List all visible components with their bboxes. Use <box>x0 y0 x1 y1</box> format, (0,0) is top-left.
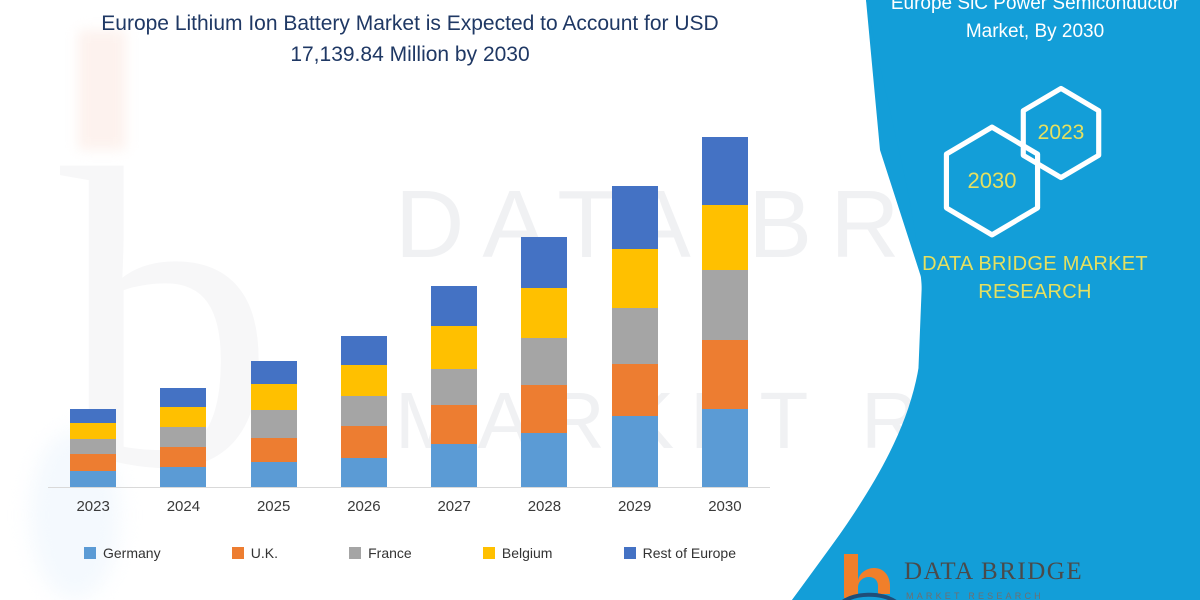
bar-segment-france-2024[interactable] <box>160 427 207 447</box>
bar-column-2023[interactable] <box>70 409 117 487</box>
bar-segment-u-k--2023[interactable] <box>70 454 117 471</box>
chart-x-axis-labels: 2023 2024 2025 2026 2027 2028 2029 2030 <box>48 498 770 524</box>
bar-segment-rest-of-europe-2023[interactable] <box>70 409 117 423</box>
x-axis-label-2025: 2025 <box>256 498 291 515</box>
bar-segment-rest-of-europe-2027[interactable] <box>431 286 478 326</box>
x-axis-label-2029: 2029 <box>617 498 652 515</box>
bar-column-2029[interactable] <box>611 186 658 487</box>
bar-segment-belgium-2026[interactable] <box>340 365 387 396</box>
bar-segment-rest-of-europe-2025[interactable] <box>250 361 297 384</box>
bar-segment-rest-of-europe-2029[interactable] <box>611 186 658 249</box>
legend-label-belgium: Belgium <box>501 545 553 561</box>
bar-segment-rest-of-europe-2030[interactable] <box>701 137 748 205</box>
bar-column-2028[interactable] <box>521 237 568 487</box>
bar-segment-belgium-2023[interactable] <box>70 423 117 439</box>
legend-item-u-k-[interactable]: U.K. <box>231 545 278 561</box>
legend-swatch-belgium <box>482 547 495 559</box>
bar-segment-u-k--2029[interactable] <box>611 364 658 416</box>
bar-segment-belgium-2025[interactable] <box>250 384 297 410</box>
bar-segment-germany-2027[interactable] <box>431 444 478 487</box>
legend-label-u-k-: U.K. <box>250 545 278 561</box>
bar-column-2025[interactable] <box>250 361 297 487</box>
bar-segment-germany-2030[interactable] <box>701 409 748 487</box>
bar-segment-u-k--2028[interactable] <box>521 385 568 433</box>
x-axis-label-2023: 2023 <box>76 498 110 515</box>
legend-swatch-rest-of-europe <box>623 547 636 559</box>
brand-name: DATA BRIDGE MARKET RESEARCH <box>922 253 1148 303</box>
bar-segment-belgium-2030[interactable] <box>701 205 748 270</box>
x-axis-label-2030: 2030 <box>708 498 742 515</box>
logo-subtitle: MARKET RESEARCH <box>906 591 1044 600</box>
bar-column-2024[interactable] <box>160 388 207 487</box>
panel-title: Europe SiC Power Semiconductor Market, B… <box>890 0 1180 42</box>
bar-segment-belgium-2028[interactable] <box>521 288 568 338</box>
x-axis-label-2026: 2026 <box>347 498 381 515</box>
bar-segment-u-k--2025[interactable] <box>250 438 297 462</box>
bar-segment-germany-2028[interactable] <box>521 433 568 487</box>
x-axis-label-2024: 2024 <box>166 498 201 515</box>
bar-segment-rest-of-europe-2028[interactable] <box>521 237 568 288</box>
chart-legend: Germany U.K. France Belgium Rest of Europe <box>60 540 760 566</box>
x-axis-label-2028: 2028 <box>527 498 562 515</box>
legend-swatch-u-k- <box>231 547 244 559</box>
bar-column-2027[interactable] <box>431 286 478 487</box>
legend-label-rest-of-europe: Rest of Europe <box>642 545 736 561</box>
legend-label-france: France <box>368 545 412 561</box>
bar-segment-france-2025[interactable] <box>250 410 297 438</box>
bar-segment-france-2023[interactable] <box>70 439 117 454</box>
bar-segment-u-k--2024[interactable] <box>160 447 207 467</box>
bar-segment-france-2029[interactable] <box>611 308 658 364</box>
bar-segment-france-2028[interactable] <box>521 338 568 385</box>
hexagon-badges: 2030 2023 <box>915 85 1145 238</box>
hexagon-label-2030: 2030 <box>967 168 1017 193</box>
bar-segment-germany-2023[interactable] <box>70 471 117 487</box>
bar-segment-u-k--2026[interactable] <box>340 426 387 458</box>
legend-swatch-germany <box>84 547 96 559</box>
bar-segment-germany-2026[interactable] <box>340 458 387 487</box>
legend-item-belgium[interactable]: Belgium <box>482 545 553 561</box>
data-bridge-b-logo-icon <box>842 554 897 600</box>
chart-axis-line <box>48 487 770 488</box>
hexagon-outline-icon <box>943 124 1041 238</box>
bar-segment-germany-2024[interactable] <box>160 467 207 487</box>
bar-segment-france-2027[interactable] <box>431 369 478 405</box>
legend-item-france[interactable]: France <box>349 545 412 561</box>
stacked-bar-chart <box>48 100 770 487</box>
company-logo: DATA BRIDGE MARKET RESEARCH <box>838 548 1168 600</box>
bar-segment-rest-of-europe-2026[interactable] <box>340 336 387 365</box>
bar-column-2030[interactable] <box>701 137 748 487</box>
hexagon-badge-2023: 2023 <box>1015 85 1107 181</box>
hexagon-label-2023: 2023 <box>1037 121 1085 144</box>
bar-segment-france-2026[interactable] <box>340 396 387 426</box>
bar-segment-belgium-2029[interactable] <box>611 249 658 308</box>
bar-segment-germany-2025[interactable] <box>250 462 297 487</box>
legend-item-rest-of-europe[interactable]: Rest of Europe <box>623 545 736 561</box>
bar-segment-belgium-2024[interactable] <box>160 407 207 427</box>
bar-segment-germany-2029[interactable] <box>611 416 658 487</box>
logo-wordmark: DATA BRIDGE <box>904 558 1084 585</box>
bar-column-2026[interactable] <box>340 336 387 487</box>
page-title: Europe Lithium Ion Battery Market is Exp… <box>101 12 719 66</box>
bar-segment-rest-of-europe-2024[interactable] <box>160 388 207 407</box>
bar-segment-france-2030[interactable] <box>701 270 748 340</box>
legend-swatch-france <box>349 547 362 559</box>
legend-label-germany: Germany <box>103 545 161 561</box>
hexagon-badge-2030: 2030 <box>937 123 1047 239</box>
bar-segment-u-k--2030[interactable] <box>701 340 748 409</box>
bar-segment-u-k--2027[interactable] <box>431 405 478 444</box>
bar-segment-belgium-2027[interactable] <box>431 326 478 369</box>
hexagon-outline-icon <box>1020 85 1102 181</box>
legend-item-germany[interactable]: Germany <box>84 545 161 561</box>
x-axis-label-2027: 2027 <box>437 498 471 515</box>
